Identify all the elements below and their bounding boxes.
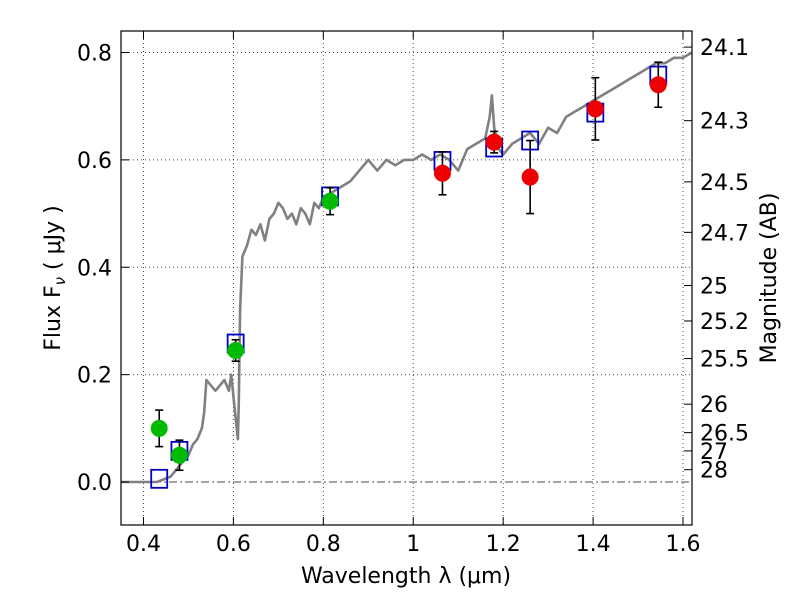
mag-tick-label-6: 25.5 [700, 348, 749, 373]
mag-tick-label-8: 26.5 [700, 422, 749, 447]
mag-tick-label-4: 25 [700, 275, 728, 300]
optical-observed-point-2 [227, 341, 245, 359]
mag-tick-label-3: 24.7 [700, 221, 749, 246]
nir-observed-point-2 [521, 168, 539, 186]
mag-tick-label-7: 26 [700, 393, 728, 418]
mag-tick-label-1: 24.3 [700, 110, 749, 135]
plot-frame [120, 30, 693, 526]
y-tick-label-4: 0.8 [77, 41, 112, 66]
x-tick-label-2: 0.8 [306, 532, 341, 557]
y-axis-label: Flux Fν ( μJy ) [41, 205, 69, 350]
y-axis-label-sub: ν [51, 277, 69, 285]
y-axis-label-main: Flux F [41, 285, 66, 350]
y-tick-label-3: 0.6 [77, 149, 112, 174]
data-series [121, 51, 693, 489]
y-tick-label-0: 0.0 [77, 471, 112, 496]
optical-observed-point-3 [321, 192, 339, 210]
y-axis-label-unit: ( μJy ) [41, 205, 66, 277]
x-axis-label: Wavelength λ (μm) [301, 564, 511, 589]
mag-tick-label-10: 28 [700, 459, 728, 484]
x-tick-label-1: 0.6 [216, 532, 251, 557]
model-spectrum-line [121, 51, 693, 484]
right-axis-label: Magnitude (AB) [757, 193, 782, 364]
model-photometry-square-0 [150, 468, 169, 489]
y-tick-label-1: 0.2 [77, 364, 112, 389]
grid-lines [121, 31, 692, 525]
nir-observed-point-0 [433, 164, 451, 182]
mag-tick-label-5: 25.2 [700, 310, 749, 335]
x-tick-label-0: 0.4 [126, 532, 161, 557]
axis-ticks: 0.4 0.6 0.8 1 1.2 1.4 1.6 0.0 0.2 0.4 0.6 0.8 24.1 24… [77, 31, 749, 557]
nir-observed-point-3 [586, 100, 604, 118]
x-tick-label-4: 1.2 [486, 532, 521, 557]
x-tick-label-5: 1.4 [576, 532, 611, 557]
mag-tick-label-0: 24.1 [700, 36, 749, 61]
optical-observed-point-1 [170, 446, 188, 464]
optical-observed-point-0 [150, 419, 168, 437]
x-tick-label-3: 1 [406, 532, 420, 557]
x-tick-label-6: 1.6 [666, 532, 701, 557]
mag-tick-label-2: 24.5 [700, 171, 749, 196]
nir-observed-point-1 [485, 133, 503, 151]
y-tick-label-2: 0.4 [77, 256, 112, 281]
mag-tick-label-9: 27 [700, 440, 728, 465]
nir-observed-point-4 [649, 76, 667, 94]
